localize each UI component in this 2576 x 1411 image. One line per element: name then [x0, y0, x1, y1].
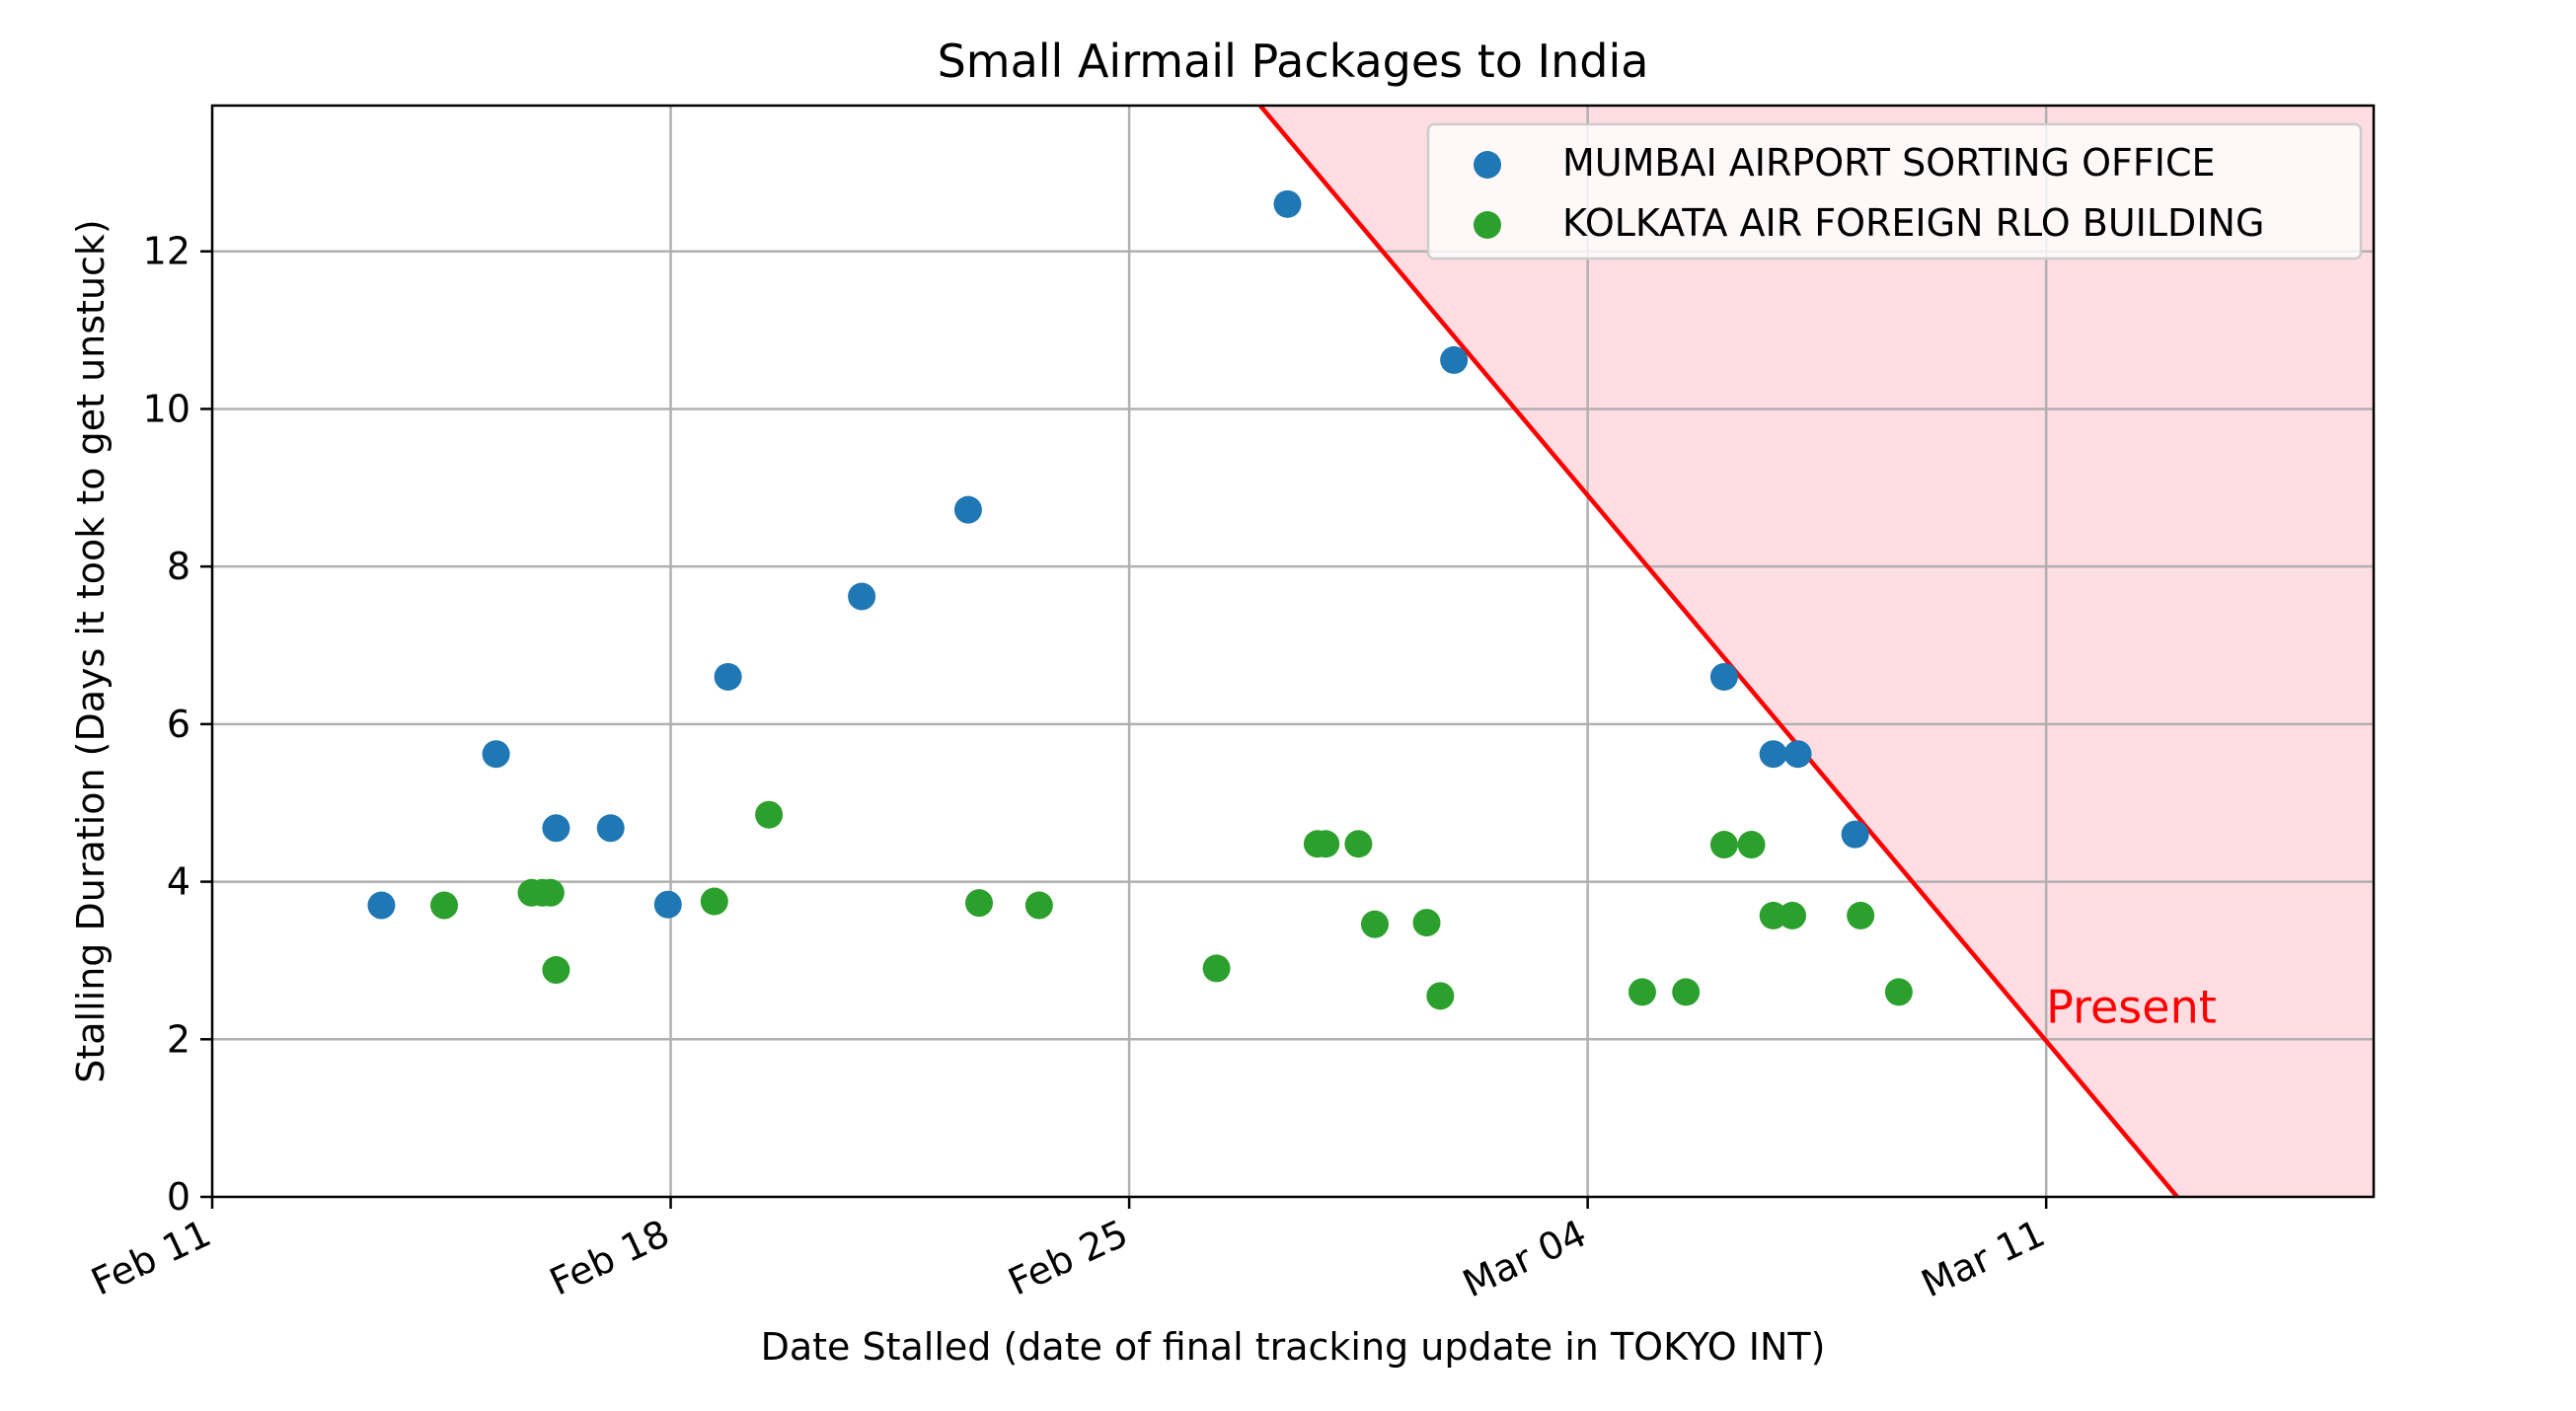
kolkata-point — [1737, 831, 1766, 859]
mumbai-point — [1440, 345, 1469, 374]
x-axis-ticks: Feb 11 Feb 18 Feb 25 Mar 04 Mar 11 — [85, 1197, 2051, 1306]
kolkata-point — [1884, 978, 1913, 1006]
mumbai-point — [1273, 189, 1302, 218]
mumbai-point — [542, 814, 570, 843]
present-line — [1258, 104, 2179, 1199]
kolkata-point — [1202, 954, 1231, 983]
legend-marker — [1474, 151, 1501, 179]
legend-marker — [1474, 211, 1501, 239]
kolkata-point — [430, 891, 459, 920]
kolkata-point — [1847, 901, 1875, 929]
y-tick-label: 4 — [167, 860, 190, 904]
y-axis-ticks: 0 2 4 6 8 10 12 — [143, 230, 212, 1219]
y-tick-label: 2 — [167, 1017, 190, 1061]
kolkata-point — [700, 887, 728, 916]
x-tick-label: Feb 18 — [543, 1212, 675, 1304]
present-shade — [1259, 106, 2374, 1197]
mumbai-point — [596, 814, 625, 843]
kolkata-point — [1024, 891, 1053, 920]
y-tick-label: 6 — [167, 703, 190, 746]
mumbai-point — [653, 890, 682, 919]
kolkata-point — [1672, 978, 1701, 1006]
legend-box — [1426, 122, 2363, 260]
mumbai-point — [367, 891, 396, 920]
kolkata-point — [965, 889, 994, 918]
mumbai-point — [848, 582, 876, 611]
y-tick-label: 12 — [143, 230, 190, 273]
y-tick-label: 8 — [167, 545, 190, 588]
x-tick-label: Mar 04 — [1456, 1212, 1592, 1306]
mumbai-point — [714, 662, 742, 691]
mumbai-point — [1841, 820, 1869, 849]
present-label: Present — [2046, 980, 2217, 1033]
data-points — [367, 189, 1913, 1010]
mumbai-point — [1709, 662, 1738, 691]
present-line-layer — [1258, 104, 2179, 1199]
y-tick-label: 0 — [167, 1175, 190, 1219]
kolkata-point — [1360, 910, 1389, 938]
kolkata-point — [755, 800, 784, 829]
x-tick-label: Feb 11 — [85, 1212, 217, 1304]
legend-label: KOLKATA AIR FOREIGN RLO BUILDING — [1562, 201, 2264, 245]
plot-frame — [210, 104, 2376, 1199]
y-axis-label: Stalling Duration (Days it took to get u… — [69, 219, 113, 1083]
kolkata-point — [1426, 982, 1455, 1010]
kolkata-point — [1709, 831, 1738, 859]
mumbai-point — [953, 495, 982, 524]
y-tick-label: 10 — [143, 387, 190, 430]
kolkata-point — [1312, 830, 1340, 858]
kolkata-point — [542, 956, 570, 985]
kolkata-point — [1412, 909, 1441, 937]
kolkata-point — [1344, 830, 1373, 858]
kolkata-point — [1628, 978, 1656, 1006]
kolkata-point — [536, 878, 565, 907]
legend: MUMBAI AIRPORT SORTING OFFICE KOLKATA AIR… — [1426, 122, 2363, 260]
x-tick-label: Feb 25 — [1002, 1212, 1134, 1304]
kolkata-point — [1759, 901, 1787, 929]
mumbai-point — [482, 740, 510, 769]
legend-label: MUMBAI AIRPORT SORTING OFFICE — [1562, 141, 2216, 185]
kolkata-point — [1779, 901, 1807, 929]
mumbai-point — [1759, 740, 1787, 769]
present-shaded-region — [1259, 106, 2374, 1197]
x-axis-label: Date Stalled (date of final tracking upd… — [761, 1325, 1826, 1369]
chart-title: Small Airmail Packages to India — [938, 35, 1649, 88]
x-tick-label: Mar 11 — [1915, 1212, 2051, 1306]
mumbai-point — [1783, 740, 1812, 769]
